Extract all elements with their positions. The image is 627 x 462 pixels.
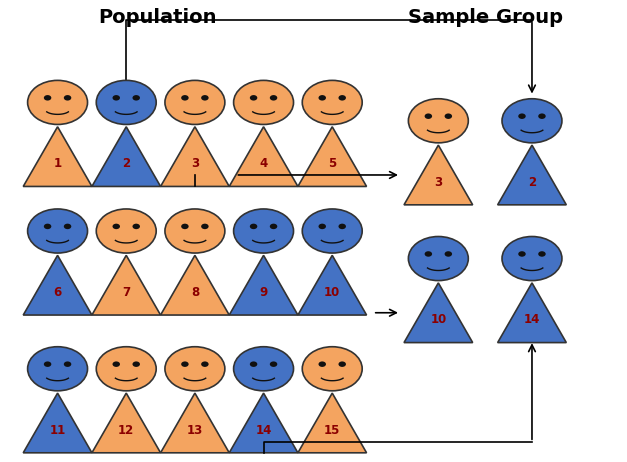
Circle shape — [97, 209, 156, 253]
Text: 3: 3 — [191, 157, 199, 170]
Circle shape — [319, 95, 326, 101]
Text: 8: 8 — [191, 286, 199, 299]
Circle shape — [319, 224, 326, 229]
Text: 6: 6 — [53, 286, 61, 299]
Circle shape — [201, 224, 209, 229]
Circle shape — [201, 361, 209, 367]
Circle shape — [132, 361, 140, 367]
Circle shape — [234, 346, 293, 391]
Circle shape — [165, 346, 225, 391]
Circle shape — [302, 209, 362, 253]
Circle shape — [181, 361, 189, 367]
Circle shape — [132, 95, 140, 101]
Polygon shape — [498, 145, 566, 205]
Circle shape — [339, 224, 346, 229]
Circle shape — [234, 80, 293, 124]
Polygon shape — [229, 127, 298, 187]
Polygon shape — [298, 127, 367, 187]
Text: 14: 14 — [524, 313, 540, 327]
Polygon shape — [161, 393, 229, 453]
Circle shape — [64, 95, 71, 101]
Circle shape — [250, 95, 257, 101]
Circle shape — [424, 114, 432, 119]
Circle shape — [165, 80, 225, 124]
Circle shape — [181, 95, 189, 101]
Circle shape — [408, 99, 468, 143]
Circle shape — [319, 361, 326, 367]
Polygon shape — [161, 127, 229, 187]
Circle shape — [44, 361, 51, 367]
Circle shape — [408, 237, 468, 280]
Text: 14: 14 — [255, 424, 271, 437]
Circle shape — [97, 80, 156, 124]
Circle shape — [97, 346, 156, 391]
Circle shape — [64, 361, 71, 367]
Text: 12: 12 — [118, 424, 134, 437]
Text: 3: 3 — [435, 176, 443, 188]
Circle shape — [339, 95, 346, 101]
Circle shape — [181, 224, 189, 229]
Polygon shape — [229, 255, 298, 315]
Circle shape — [270, 361, 277, 367]
Text: 15: 15 — [324, 424, 340, 437]
Circle shape — [445, 251, 452, 257]
Circle shape — [234, 209, 293, 253]
Circle shape — [201, 95, 209, 101]
Circle shape — [28, 209, 88, 253]
Polygon shape — [23, 255, 92, 315]
Circle shape — [502, 237, 562, 280]
Circle shape — [339, 361, 346, 367]
Polygon shape — [498, 283, 566, 343]
Text: 9: 9 — [260, 286, 268, 299]
Circle shape — [270, 95, 277, 101]
Circle shape — [424, 251, 432, 257]
Circle shape — [502, 99, 562, 143]
Circle shape — [302, 346, 362, 391]
Polygon shape — [92, 255, 161, 315]
Text: 4: 4 — [260, 157, 268, 170]
Text: 13: 13 — [187, 424, 203, 437]
Circle shape — [302, 80, 362, 124]
Circle shape — [250, 361, 257, 367]
Text: 10: 10 — [430, 313, 446, 327]
Text: 2: 2 — [528, 176, 536, 188]
Text: Population: Population — [98, 8, 217, 27]
Circle shape — [112, 95, 120, 101]
Circle shape — [112, 361, 120, 367]
Circle shape — [28, 346, 88, 391]
Circle shape — [44, 224, 51, 229]
Circle shape — [538, 114, 545, 119]
Circle shape — [165, 209, 225, 253]
Circle shape — [538, 251, 545, 257]
Polygon shape — [161, 255, 229, 315]
Polygon shape — [23, 393, 92, 453]
Polygon shape — [229, 393, 298, 453]
Polygon shape — [298, 255, 367, 315]
Text: 7: 7 — [122, 286, 130, 299]
Circle shape — [64, 224, 71, 229]
Circle shape — [270, 224, 277, 229]
Polygon shape — [404, 283, 473, 343]
Circle shape — [112, 224, 120, 229]
Circle shape — [445, 114, 452, 119]
Text: 1: 1 — [53, 157, 61, 170]
Circle shape — [44, 95, 51, 101]
Text: 2: 2 — [122, 157, 130, 170]
Circle shape — [28, 80, 88, 124]
Polygon shape — [298, 393, 367, 453]
Polygon shape — [92, 127, 161, 187]
Text: 10: 10 — [324, 286, 340, 299]
Text: 5: 5 — [328, 157, 336, 170]
Text: 11: 11 — [50, 424, 66, 437]
Circle shape — [132, 224, 140, 229]
Circle shape — [519, 114, 525, 119]
Polygon shape — [92, 393, 161, 453]
Polygon shape — [23, 127, 92, 187]
Circle shape — [250, 224, 257, 229]
Text: Sample Group: Sample Group — [408, 8, 562, 27]
Polygon shape — [404, 145, 473, 205]
Circle shape — [519, 251, 525, 257]
